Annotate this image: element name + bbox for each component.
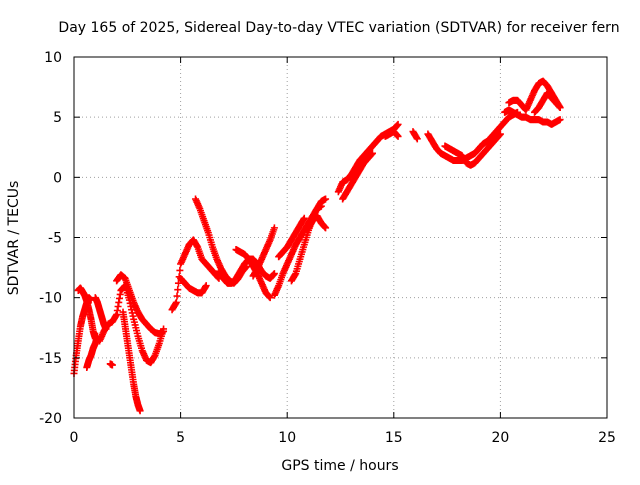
tick-labels: 0 5 10 15 20 25 -20 -15 -10 -5 0 5 10 xyxy=(39,50,616,446)
series-arc-h xyxy=(113,271,168,338)
data-point xyxy=(413,135,421,143)
y-tick-label: 10 xyxy=(44,50,62,66)
data-point xyxy=(176,266,184,274)
data-point xyxy=(172,298,180,306)
x-tick-label: 10 xyxy=(278,430,296,446)
grid-lines xyxy=(74,57,607,418)
data-point xyxy=(266,294,274,302)
y-tick-label: -20 xyxy=(39,411,62,427)
data-point xyxy=(368,149,376,157)
data-point xyxy=(270,270,278,278)
series-arc-j xyxy=(177,274,210,297)
series-arc-r xyxy=(305,212,330,232)
series-arc-c xyxy=(83,332,101,371)
y-tick-label: 5 xyxy=(53,110,62,126)
data-point xyxy=(174,279,182,287)
y-tick-label: 0 xyxy=(53,170,62,186)
x-tick-label: 0 xyxy=(70,430,79,446)
series-arc-y xyxy=(501,106,564,128)
series-arc-m xyxy=(232,246,274,302)
data-point xyxy=(136,407,144,415)
data-point xyxy=(160,327,168,335)
data-point xyxy=(322,195,330,203)
series-arc-t xyxy=(339,149,376,203)
series-arc-b xyxy=(74,284,99,343)
x-tick-label: 15 xyxy=(385,430,403,446)
y-axis-label: SDTVAR / TECUs xyxy=(6,181,22,296)
data-point xyxy=(270,224,278,232)
y-tick-label: -15 xyxy=(39,351,62,367)
series-arc-aa xyxy=(531,89,564,116)
series-arc-p xyxy=(275,214,308,261)
y-tick-label: -5 xyxy=(48,231,62,247)
series-arc-u xyxy=(381,128,402,140)
x-axis-label: GPS time / hours xyxy=(281,458,398,474)
series-arc-x xyxy=(441,130,504,169)
data-point xyxy=(556,104,564,112)
series-arc-e xyxy=(91,294,110,333)
data-point xyxy=(496,130,504,138)
axis-ticks xyxy=(73,56,608,419)
y-tick-label: -10 xyxy=(39,291,62,307)
series-arc-q xyxy=(287,195,330,285)
data-point xyxy=(173,292,181,300)
series-arc-v xyxy=(409,128,421,143)
data-point xyxy=(102,325,110,333)
series-arc-f xyxy=(106,360,116,369)
x-tick-label: 5 xyxy=(176,430,185,446)
x-tick-label: 25 xyxy=(598,430,616,446)
data-point xyxy=(174,286,182,294)
data-point xyxy=(556,116,564,124)
data-point xyxy=(322,224,330,232)
series-arc-n xyxy=(249,224,278,280)
data-point xyxy=(202,282,210,290)
data-point xyxy=(300,214,308,222)
x-tick-label: 20 xyxy=(491,430,509,446)
data-point xyxy=(394,120,402,128)
data-point xyxy=(108,361,116,369)
series-arc-g xyxy=(119,308,144,415)
data-points xyxy=(70,77,564,415)
chart-title: Day 165 of 2025, Sidereal Day-to-day VTE… xyxy=(58,20,619,36)
series-arc-i xyxy=(168,236,223,314)
data-point xyxy=(394,132,402,140)
